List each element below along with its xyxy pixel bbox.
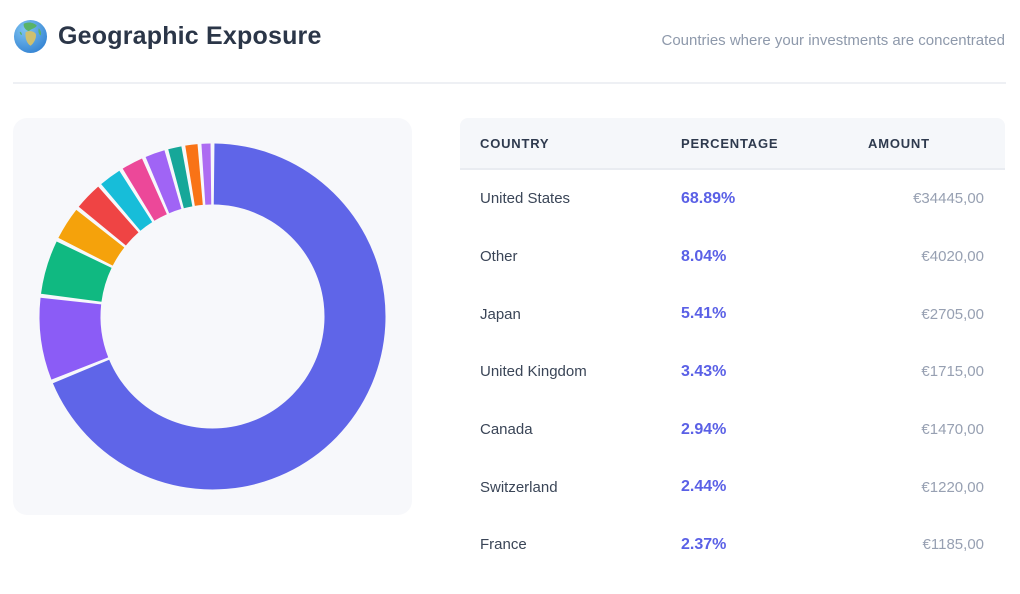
donut-segment-unlabeled-segment-3[interactable]	[185, 144, 203, 206]
column-header-amount: AMOUNT	[868, 135, 930, 151]
donut-segment-unlabeled-segment-2[interactable]	[168, 146, 193, 209]
percentage-cell: 2.37%	[681, 535, 727, 553]
donut-segment-other[interactable]	[39, 297, 109, 380]
table-row: Canada 2.94% €1470,00	[460, 400, 1005, 459]
page-subtitle: Countries where your investments are con…	[661, 32, 1005, 49]
amount-cell: €2705,00	[921, 305, 984, 323]
country-cell: Canada	[480, 421, 533, 439]
percentage-cell: 2.44%	[681, 478, 727, 496]
table-body: United States 68.89% €34445,00 Other 8.04% €4…	[460, 170, 1005, 574]
table-row: Other 8.04% €4020,00	[460, 227, 1005, 286]
donut-segment-france[interactable]	[122, 158, 167, 221]
amount-cell: €1185,00	[922, 536, 984, 554]
page-title: Geographic Exposure	[58, 22, 322, 50]
table-row: United States 68.89% €34445,00	[460, 170, 1005, 228]
column-header-country: COUNTRY	[480, 135, 550, 151]
country-cell: Switzerland	[480, 478, 558, 496]
amount-cell: €1715,00	[921, 363, 984, 381]
column-header-percentage: PERCENTAGE	[681, 135, 779, 151]
page-header: Geographic Exposure Countries where your…	[0, 0, 1020, 82]
country-cell: Other	[480, 248, 518, 266]
donut-segment-japan[interactable]	[41, 241, 112, 302]
donut-segment-united-states[interactable]	[52, 143, 386, 490]
table-row: Japan 5.41% €2705,00	[460, 285, 1005, 344]
amount-cell: €1470,00	[921, 421, 984, 439]
percentage-cell: 5.41%	[681, 305, 727, 323]
amount-cell: €4020,00	[921, 248, 984, 266]
country-cell: United States	[480, 190, 571, 208]
globe-icon	[13, 19, 48, 54]
donut-segment-canada[interactable]	[78, 186, 139, 246]
percentage-cell: 3.43%	[681, 362, 727, 380]
donut-segment-unlabeled-segment-4[interactable]	[201, 143, 212, 205]
donut-segment-united-kingdom[interactable]	[58, 209, 125, 266]
country-cell: Japan	[480, 305, 521, 323]
countries-table: COUNTRY PERCENTAGE AMOUNT United States 6…	[460, 118, 1005, 574]
percentage-cell: 2.94%	[681, 420, 727, 438]
percentage-cell: 8.04%	[681, 247, 727, 265]
amount-cell: €34445,00	[913, 190, 984, 208]
table-row: Switzerland 2.44% €1220,00	[460, 458, 1005, 517]
donut-chart-card	[13, 118, 412, 515]
donut-segment-unlabeled-segment-1[interactable]	[145, 150, 182, 214]
geographic-donut-chart[interactable]	[13, 118, 412, 515]
country-cell: United Kingdom	[480, 363, 587, 381]
country-cell: France	[480, 536, 527, 554]
table-header-row: COUNTRY PERCENTAGE AMOUNT	[460, 118, 1005, 170]
donut-segment-switzerland[interactable]	[101, 170, 153, 231]
header-divider	[13, 82, 1006, 84]
amount-cell: €1220,00	[921, 478, 984, 496]
percentage-cell: 68.89%	[681, 189, 736, 207]
table-row: United Kingdom 3.43% €1715,00	[460, 343, 1005, 401]
table-row: France 2.37% €1185,00	[460, 516, 1005, 574]
